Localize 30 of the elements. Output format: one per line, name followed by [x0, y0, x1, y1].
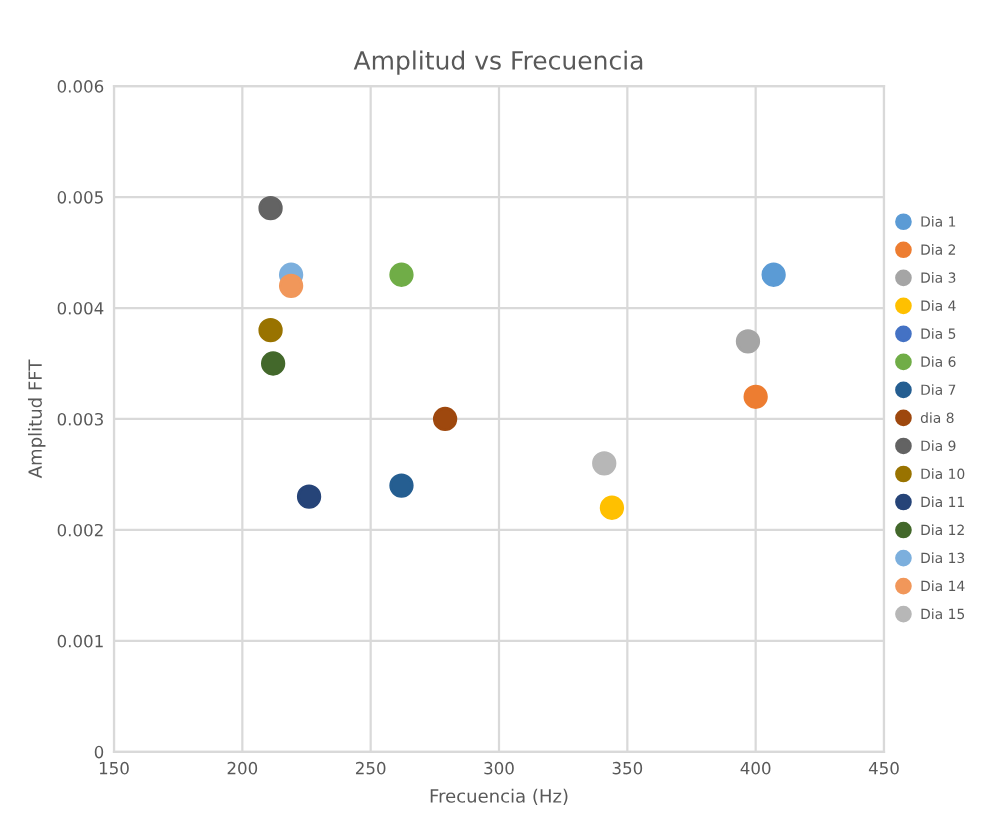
- x-tick-label: 400: [740, 761, 771, 775]
- point: [296, 484, 322, 509]
- x-tick-label: 450: [868, 761, 899, 775]
- point: [761, 262, 786, 287]
- y-tick-label: 0.002: [57, 523, 103, 537]
- y-tick-label: 0.003: [57, 412, 103, 426]
- point: [260, 351, 286, 376]
- x-axis-title: Frecuencia (Hz): [430, 788, 568, 805]
- point: [735, 329, 761, 354]
- x-tick-label: 250: [355, 761, 386, 775]
- y-tick-label: 0.006: [57, 80, 104, 93]
- y-tick-label: 0.005: [57, 191, 103, 204]
- y-axis-title: Amplitud FFT: [27, 359, 46, 479]
- x-tick-label: 350: [612, 761, 643, 775]
- point: [389, 473, 414, 498]
- y-tick-label: 0: [94, 745, 104, 759]
- point: [389, 262, 414, 287]
- x-tick-label: 200: [227, 761, 258, 775]
- chart-title: Amplitud vs Frecuencia: [353, 50, 643, 75]
- point: [592, 451, 617, 476]
- y-tick-label: 0.004: [57, 301, 104, 315]
- point: [432, 406, 458, 432]
- y-tick-label: 0.001: [57, 634, 103, 648]
- x-tick-label: 300: [484, 761, 514, 775]
- point: [278, 273, 304, 298]
- point: [258, 318, 283, 343]
- x-tick-label: 150: [99, 761, 129, 775]
- point: [599, 495, 625, 520]
- point: [258, 196, 283, 221]
- point: [743, 384, 768, 409]
